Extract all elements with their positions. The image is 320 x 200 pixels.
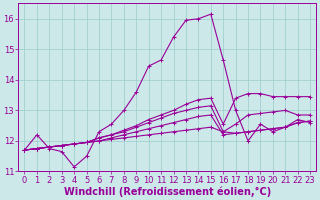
X-axis label: Windchill (Refroidissement éolien,°C): Windchill (Refroidissement éolien,°C) [64,186,271,197]
